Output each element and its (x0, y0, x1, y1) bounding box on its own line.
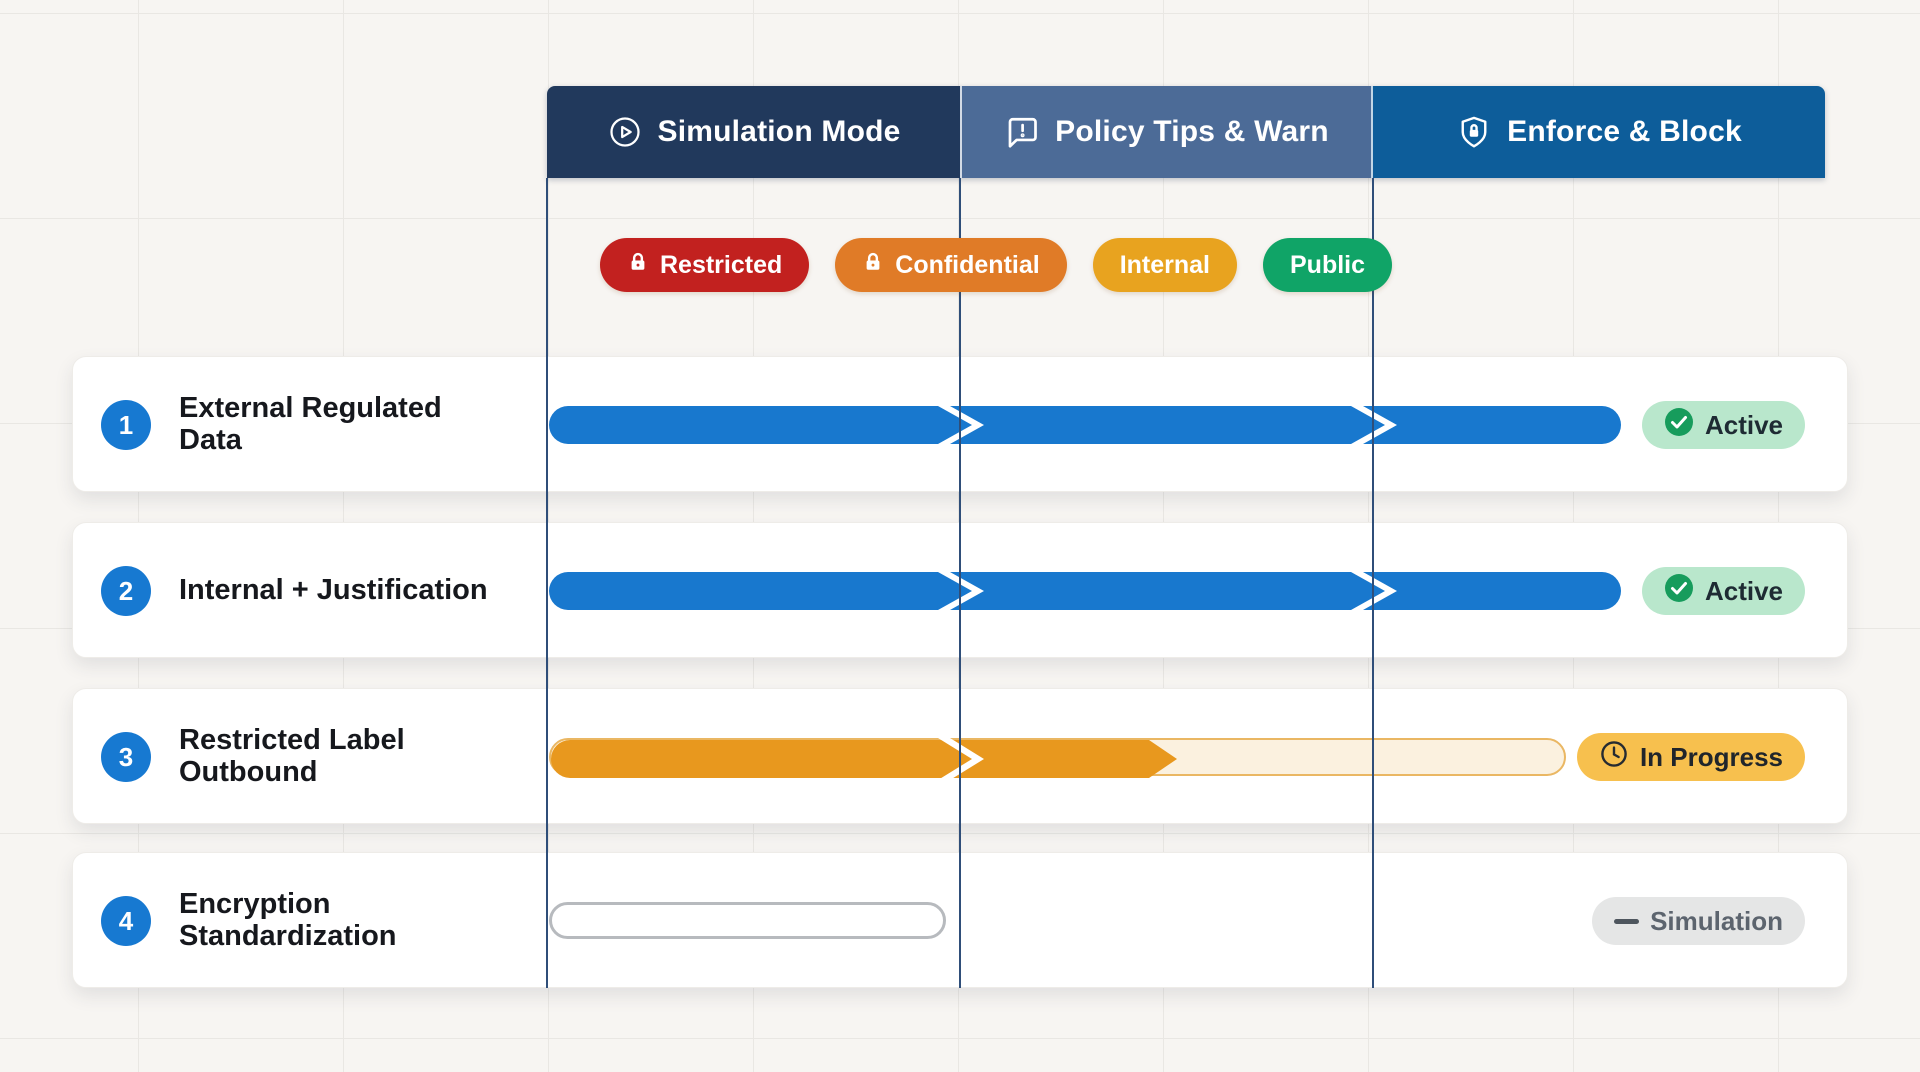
message-alert-icon (1004, 114, 1040, 150)
phase-boundary-line (1372, 178, 1374, 988)
status-badge-active: Active (1641, 401, 1805, 449)
progress-bar-full (549, 572, 1621, 610)
phase-label: Policy Tips & Warn (1055, 115, 1329, 148)
row-number-badge: 2 (101, 566, 151, 616)
status-badge-active: Active (1641, 567, 1805, 615)
status-badge-simulation: Simulation (1592, 897, 1805, 945)
row-number-badge: 1 (101, 400, 151, 450)
progress-bar-full (549, 406, 1621, 444)
label-text: Restricted (660, 250, 783, 279)
label-text: Internal (1119, 250, 1210, 279)
row-title: External Regulated Data (179, 392, 442, 456)
label-internal: Internal (1092, 238, 1237, 292)
status-label: Active (1704, 409, 1783, 440)
check-circle-icon (1664, 573, 1694, 610)
row-number-badge: 4 (101, 896, 151, 946)
phase-policy-tips: Policy Tips & Warn (960, 86, 1371, 178)
chevron-separator-icon (1351, 572, 1397, 610)
lock-icon (627, 251, 649, 280)
shield-lock-icon (1456, 114, 1492, 150)
phase-label: Simulation Mode (657, 115, 901, 148)
check-circle-icon (1664, 407, 1694, 444)
label-public: Public (1263, 238, 1393, 292)
row-number-badge: 3 (101, 732, 151, 782)
clock-icon (1599, 739, 1629, 776)
row-title: Restricted Label Outbound (179, 724, 405, 788)
classification-label-row: Restricted Confidential Internal Public (600, 238, 1393, 292)
chevron-separator-icon (938, 406, 984, 444)
phase-header-bar: Simulation Mode Policy Tips & Warn Enfor… (547, 86, 1825, 178)
label-restricted: Restricted (600, 238, 810, 292)
label-text: Public (1290, 250, 1366, 279)
status-label: Simulation (1650, 905, 1783, 936)
play-circle-icon (607, 114, 643, 150)
phase-label: Enforce & Block (1507, 115, 1742, 148)
label-text: Confidential (895, 250, 1040, 279)
status-badge-in-progress: In Progress (1576, 733, 1805, 781)
label-confidential: Confidential (835, 238, 1067, 292)
progress-bar-partial (549, 738, 1566, 776)
phase-boundary-line (959, 178, 961, 988)
dash-icon (1614, 918, 1640, 924)
row-title: Internal + Justification (179, 574, 488, 607)
chevron-separator-icon (938, 572, 984, 610)
phase-enforce-block: Enforce & Block (1371, 86, 1825, 178)
status-label: Active (1704, 575, 1783, 606)
lock-icon (862, 251, 884, 280)
status-label: In Progress (1639, 741, 1783, 772)
phase-boundary-line (546, 178, 548, 988)
row-title: Encryption Standardization (179, 888, 397, 952)
phase-simulation-mode: Simulation Mode (547, 86, 960, 178)
chevron-separator-icon (1351, 406, 1397, 444)
progress-fill (551, 740, 1177, 778)
progress-bar-empty (549, 902, 946, 940)
